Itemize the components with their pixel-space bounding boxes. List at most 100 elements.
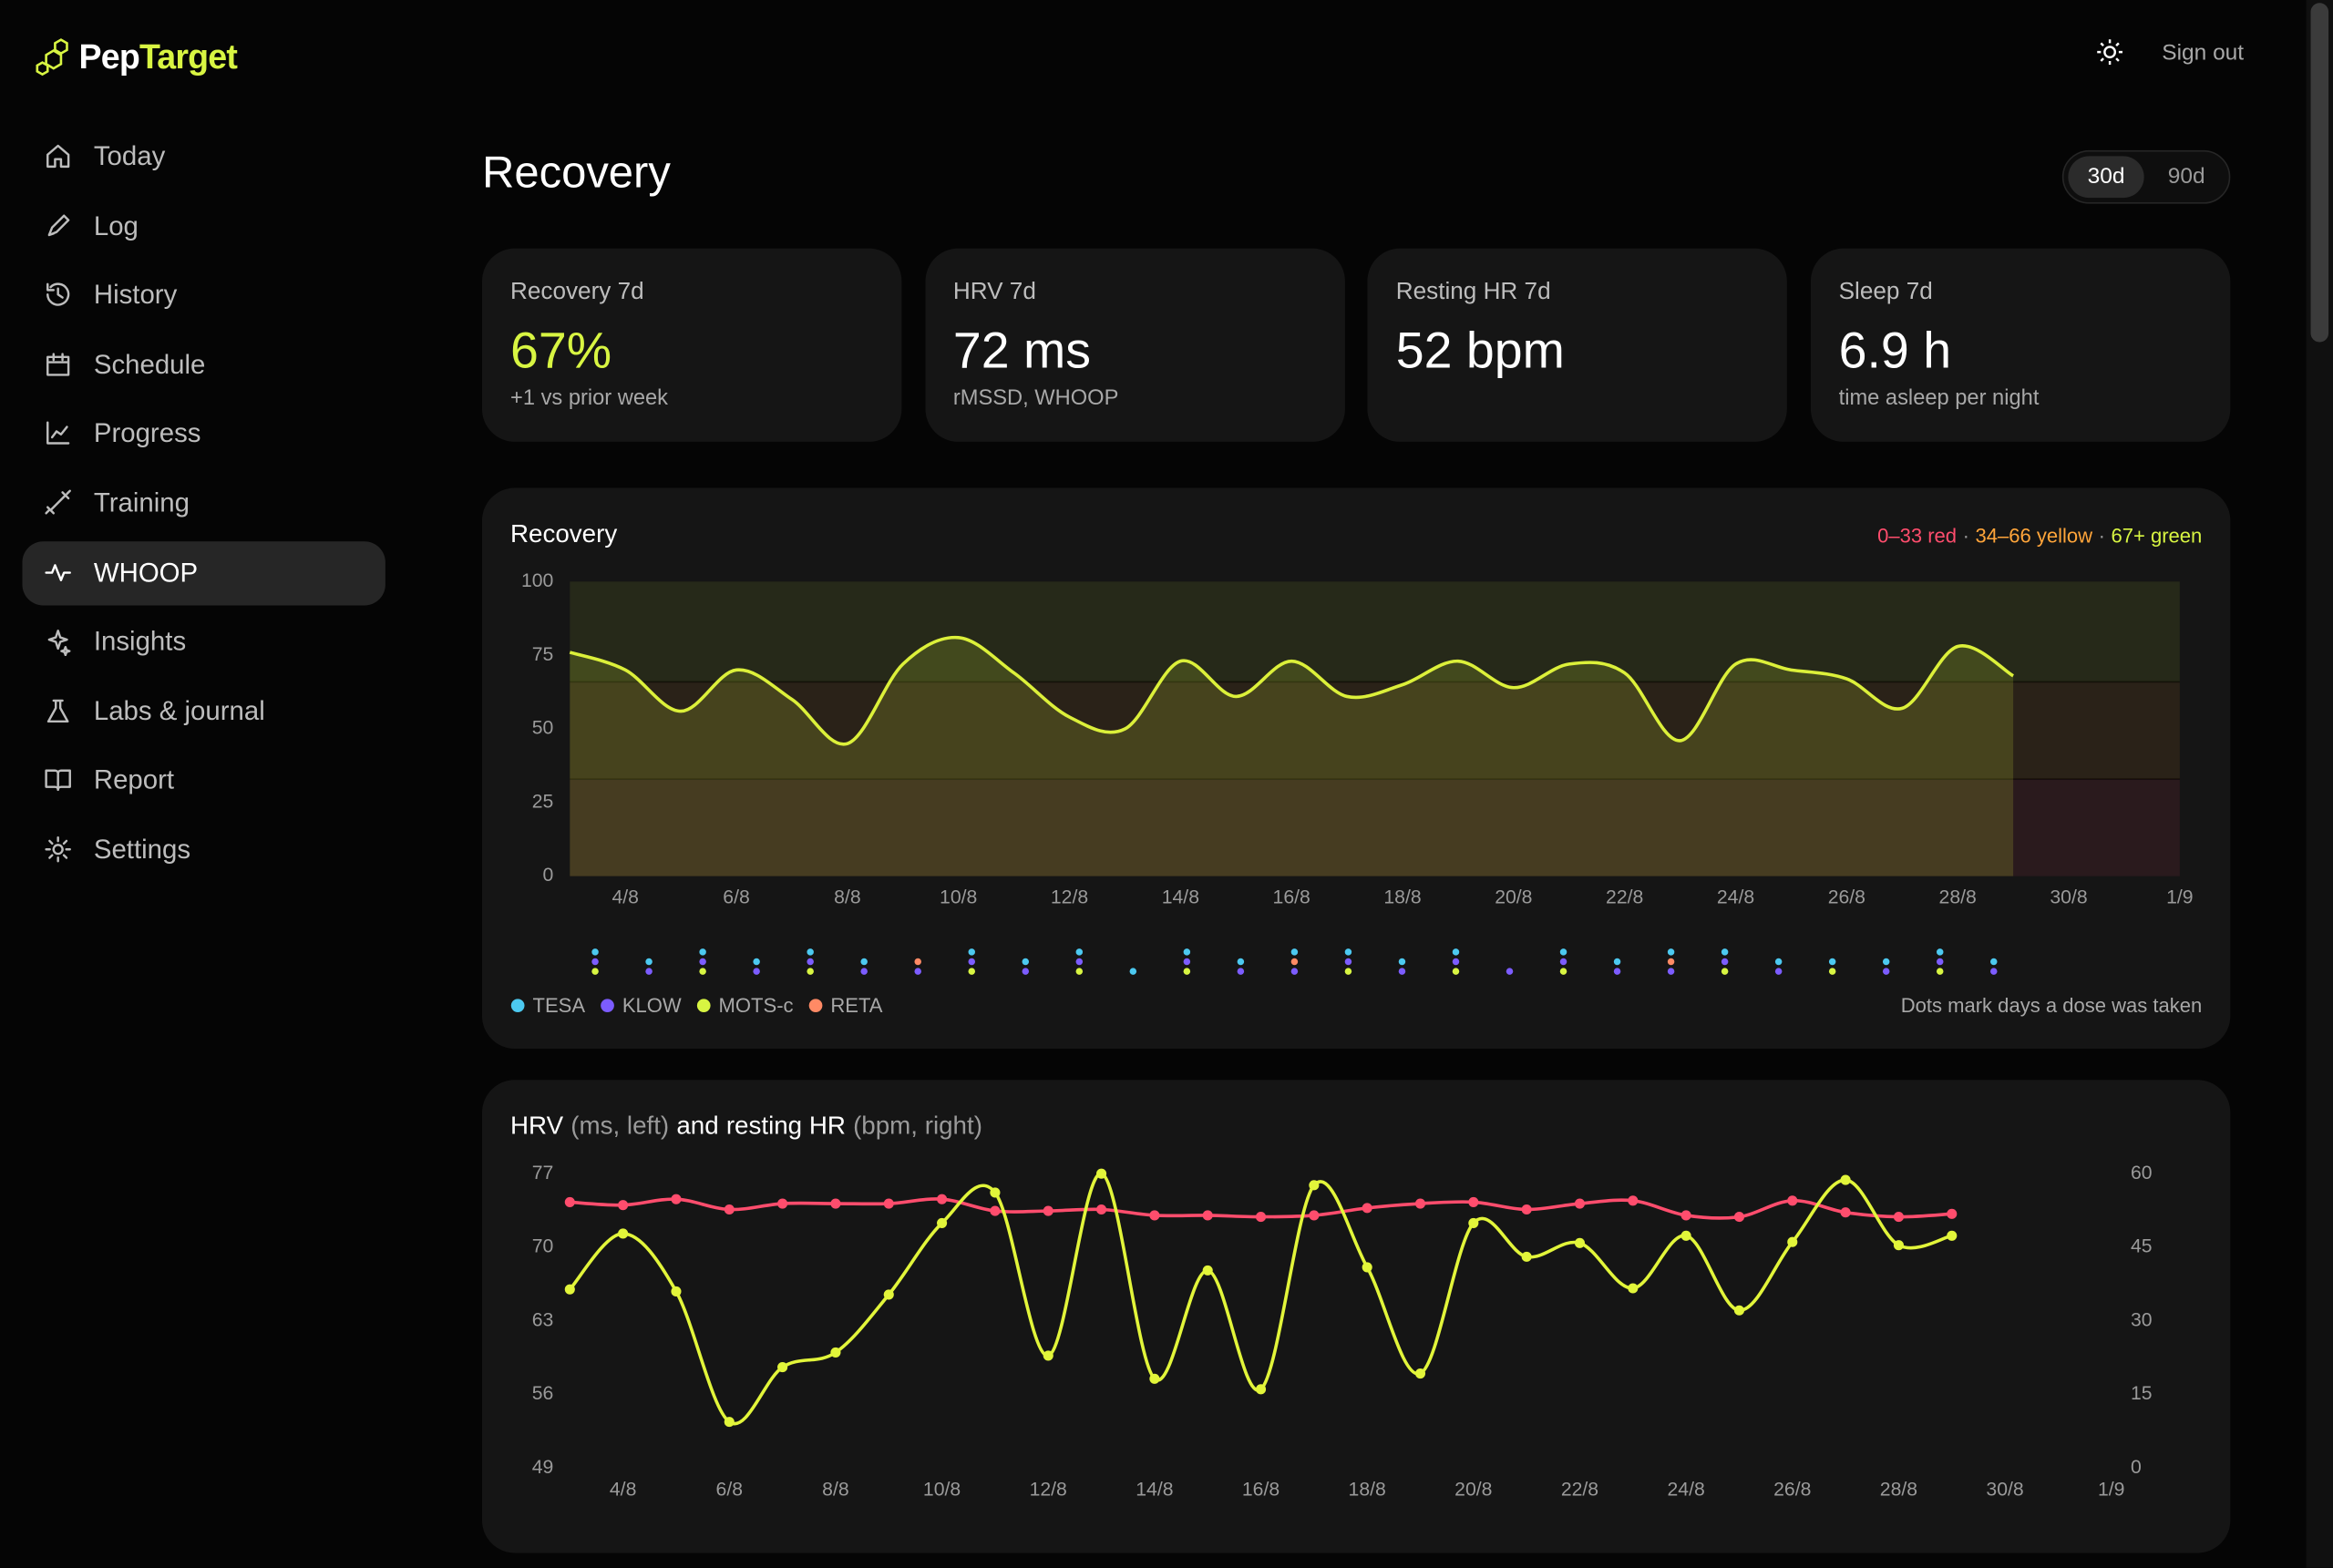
kpi-card: Recovery 7d 67% +1 vs prior week	[481, 248, 902, 442]
kpi-label: Recovery 7d	[510, 279, 644, 305]
dose-dot	[1828, 958, 1836, 966]
dose-dot	[1613, 958, 1621, 966]
dose-dot	[1075, 968, 1084, 975]
x-tick-label: 20/8	[1454, 1480, 1492, 1501]
series-point	[830, 1198, 841, 1209]
series-point	[1680, 1210, 1691, 1221]
series-point	[1096, 1204, 1107, 1215]
kpi-sub: time asleep per night	[1838, 386, 2040, 411]
nav-item[interactable]: Progress	[22, 402, 385, 466]
dose-dot	[591, 958, 599, 966]
dose-dot	[753, 968, 760, 975]
nav-item[interactable]: History	[22, 263, 385, 327]
series-point	[1628, 1283, 1639, 1294]
series-point	[1521, 1204, 1532, 1215]
nav-label: Insights	[93, 626, 187, 657]
y-tick-label: 50	[532, 718, 554, 739]
series-point	[618, 1200, 629, 1211]
nav-item[interactable]: Insights	[22, 610, 385, 674]
y2-tick-label: 15	[2131, 1383, 2153, 1404]
series-point	[724, 1417, 735, 1428]
series-point	[1414, 1368, 1426, 1379]
scrollbar	[2306, 0, 2333, 1568]
dose-dot	[968, 958, 976, 966]
x-tick-label: 8/8	[834, 887, 860, 908]
dose-dot	[1721, 958, 1729, 966]
nav-item[interactable]: Today	[22, 125, 385, 189]
range-option[interactable]: 90d	[2167, 163, 2205, 190]
series-point	[777, 1198, 788, 1209]
nav-label: Training	[93, 487, 190, 518]
dose-dot	[1344, 948, 1352, 956]
dose-dot	[1129, 968, 1137, 975]
series-point	[618, 1228, 629, 1239]
nav-item[interactable]: Report	[22, 749, 385, 813]
nav-item[interactable]: Log	[22, 194, 385, 258]
range-option[interactable]: 30d	[2068, 156, 2144, 199]
series-point	[1893, 1212, 1904, 1223]
x-tick-label: 16/8	[1273, 887, 1310, 908]
y-tick-label: 56	[532, 1383, 554, 1404]
dose-legend-label: MOTS-c	[719, 994, 794, 1017]
y-tick-label: 63	[532, 1309, 554, 1330]
series-point	[1309, 1210, 1320, 1221]
series-point	[1733, 1212, 1745, 1223]
x-tick-label: 10/8	[923, 1480, 961, 1501]
dose-legend-swatch	[601, 999, 614, 1013]
zone-band	[570, 581, 2180, 682]
nav-label: Labs & journal	[93, 695, 265, 726]
kpi-card: HRV 7d 72 ms rMSSD, WHOOP	[924, 248, 1345, 442]
x-tick-label: 12/8	[1030, 1480, 1067, 1501]
dose-dot	[1237, 968, 1245, 975]
dose-legend-label: RETA	[830, 994, 882, 1017]
kpi-sub: rMSSD, WHOOP	[952, 386, 1119, 411]
nav-item[interactable]: Settings	[22, 818, 385, 882]
nav-item[interactable]: Training	[22, 472, 385, 536]
dose-dot	[1022, 968, 1030, 975]
dose-dot	[1559, 968, 1567, 975]
chart-title: Recovery	[510, 519, 617, 548]
dose-dot	[1237, 958, 1245, 966]
x-tick-label: 26/8	[1828, 887, 1865, 908]
title-part: (ms, left)	[570, 1112, 669, 1140]
nav-icon	[45, 563, 71, 581]
series-point	[1096, 1168, 1107, 1179]
brand-part: Target	[139, 36, 238, 77]
series-line	[568, 1172, 1953, 1426]
dose-dot	[1559, 948, 1567, 956]
dose-dot	[1559, 958, 1567, 966]
range-toggle: 30d 90d	[2061, 149, 2231, 204]
series-point	[1043, 1205, 1053, 1216]
dose-dot	[1183, 948, 1191, 956]
series-point	[1521, 1251, 1532, 1262]
dose-legend-swatch	[696, 999, 711, 1013]
x-tick-label: 24/8	[1667, 1480, 1704, 1501]
scrollbar-thumb[interactable]	[2310, 3, 2329, 343]
y-tick-label: 77	[532, 1163, 554, 1184]
dose-dot	[1828, 968, 1836, 975]
dose-dot	[1075, 958, 1084, 966]
zone-separator: ·	[2099, 524, 2105, 547]
series-point	[724, 1204, 735, 1215]
series-point	[1309, 1180, 1320, 1191]
nav-item[interactable]: Labs & journal	[22, 680, 385, 743]
series-point	[564, 1284, 575, 1295]
kpi-label: Sleep 7d	[1838, 279, 1933, 305]
x-tick-label: 30/8	[2050, 887, 2087, 908]
nav-icon	[45, 770, 71, 792]
x-tick-label: 30/8	[1986, 1480, 2023, 1501]
nav-item[interactable]: Schedule	[22, 333, 385, 396]
hrv-card	[481, 1080, 2231, 1553]
nav-item[interactable]: WHOOP	[22, 540, 385, 605]
x-tick-label: 18/8	[1349, 1480, 1386, 1501]
theme-toggle[interactable]	[2095, 37, 2125, 67]
y2-tick-label: 45	[2131, 1236, 2153, 1257]
y2-tick-label: 60	[2131, 1163, 2153, 1184]
x-tick-label: 20/8	[1495, 887, 1532, 908]
sign-out[interactable]: Sign out	[2162, 40, 2245, 66]
nav-icon	[47, 213, 70, 236]
kpi-card: Resting HR 7d 52 bpm	[1367, 248, 1788, 442]
series-point	[1947, 1208, 1958, 1219]
